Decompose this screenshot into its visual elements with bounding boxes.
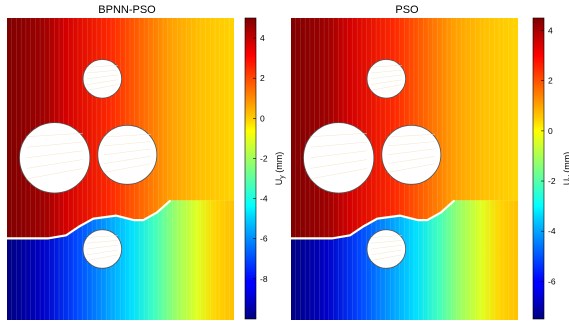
colorbar-tick-label: -4 bbox=[548, 226, 556, 236]
colorbar-tick-label: 4 bbox=[548, 26, 553, 36]
contour-panel-left bbox=[7, 18, 234, 322]
title-right: PSO bbox=[395, 4, 419, 16]
title-left: BPNN-PSO bbox=[98, 4, 156, 16]
colorbar-right: 4 2 0 -2 -4 -6 Uy (mm) bbox=[532, 17, 569, 320]
hole bbox=[381, 124, 442, 185]
colorbar-tick-label: -8 bbox=[260, 274, 268, 284]
colorbar-left: 4 2 0 -2 -4 -6 -8 Uy (mm) bbox=[244, 17, 286, 320]
colorbar-scale bbox=[244, 17, 257, 320]
colorbar-tick-label: -2 bbox=[260, 153, 268, 163]
contour-panel-right bbox=[291, 18, 518, 322]
colorbar-tick-label: 0 bbox=[548, 126, 553, 136]
hole bbox=[366, 229, 407, 269]
hole bbox=[97, 124, 158, 185]
colorbar-tick-label: 2 bbox=[548, 76, 553, 86]
colorbar-label: Uy (mm) bbox=[562, 152, 569, 186]
colorbar-tick-label: -6 bbox=[548, 276, 556, 286]
hole bbox=[82, 59, 123, 99]
colorbar-tick-label: 4 bbox=[260, 33, 265, 43]
colorbar-tick-label: 0 bbox=[260, 113, 265, 123]
colorbar-tick-label: 2 bbox=[260, 73, 265, 83]
hole bbox=[82, 229, 123, 269]
hole bbox=[19, 122, 91, 194]
hole bbox=[366, 59, 407, 99]
colorbar-tick-label: -2 bbox=[548, 176, 556, 186]
colorbar-label: Uy (mm) bbox=[274, 152, 286, 186]
colorbar-tick-label: -4 bbox=[260, 194, 268, 204]
field-lower bbox=[7, 200, 234, 322]
hole bbox=[303, 122, 375, 194]
colorbar-tick-label: -6 bbox=[260, 234, 268, 244]
field-lower bbox=[291, 200, 518, 322]
colorbar-scale bbox=[532, 17, 545, 320]
